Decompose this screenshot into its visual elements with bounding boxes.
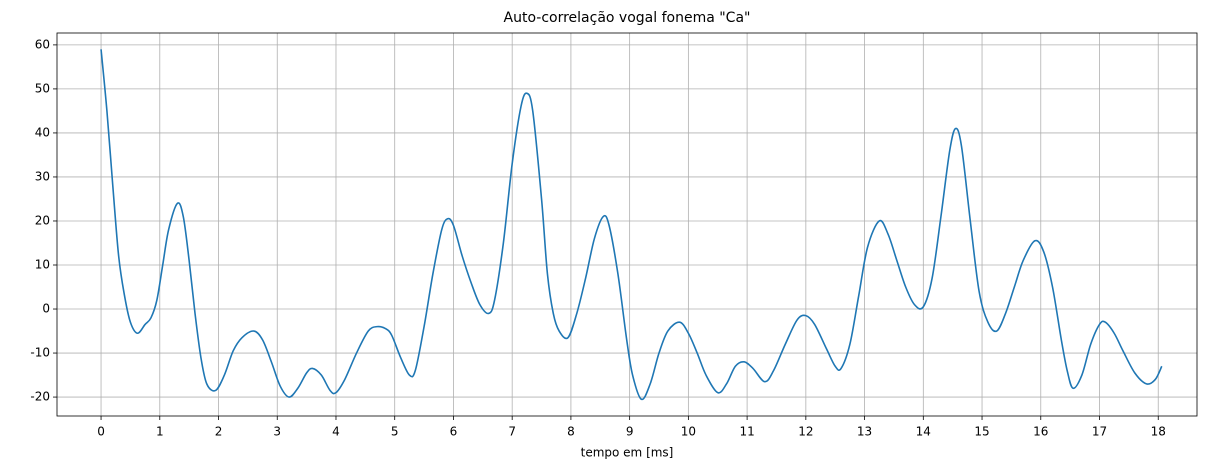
y-tick-label: 20 xyxy=(35,213,50,227)
x-tick-label: 14 xyxy=(916,425,931,439)
x-tick-label: 11 xyxy=(739,425,754,439)
y-tick-label: 0 xyxy=(42,302,50,316)
x-tick-label: 17 xyxy=(1092,425,1107,439)
x-tick-label: 5 xyxy=(391,425,399,439)
y-tick-label: 30 xyxy=(35,169,50,183)
x-tick-label: 15 xyxy=(974,425,989,439)
x-tick-label: 12 xyxy=(798,425,813,439)
x-tick-label: 7 xyxy=(508,425,516,439)
x-tick-label: 18 xyxy=(1151,425,1166,439)
chart-title: Auto-correlação vogal fonema "Ca" xyxy=(504,10,751,26)
x-axis-label: tempo em [ms] xyxy=(581,446,674,460)
y-tick-label: -20 xyxy=(30,390,50,404)
x-tick-label: 4 xyxy=(332,425,340,439)
y-tick-label: 60 xyxy=(35,37,50,51)
y-tick-label: 50 xyxy=(35,81,50,95)
x-tick-label: 1 xyxy=(156,425,164,439)
plot-frame xyxy=(56,32,1198,417)
x-tick-label: 9 xyxy=(626,425,634,439)
x-tick-label: 8 xyxy=(567,425,575,439)
y-tick-label: -10 xyxy=(30,346,50,360)
x-tick-label: 6 xyxy=(450,425,458,439)
x-tick-label: 2 xyxy=(215,425,223,439)
x-tick-label: 13 xyxy=(857,425,872,439)
x-tick-label: 0 xyxy=(97,425,105,439)
y-tick-label: 10 xyxy=(35,258,50,272)
y-tick-label: 40 xyxy=(35,125,50,139)
x-tick-label: 10 xyxy=(681,425,696,439)
x-tick-label: 16 xyxy=(1033,425,1048,439)
x-tick-label: 3 xyxy=(273,425,281,439)
series-line xyxy=(100,49,1163,401)
